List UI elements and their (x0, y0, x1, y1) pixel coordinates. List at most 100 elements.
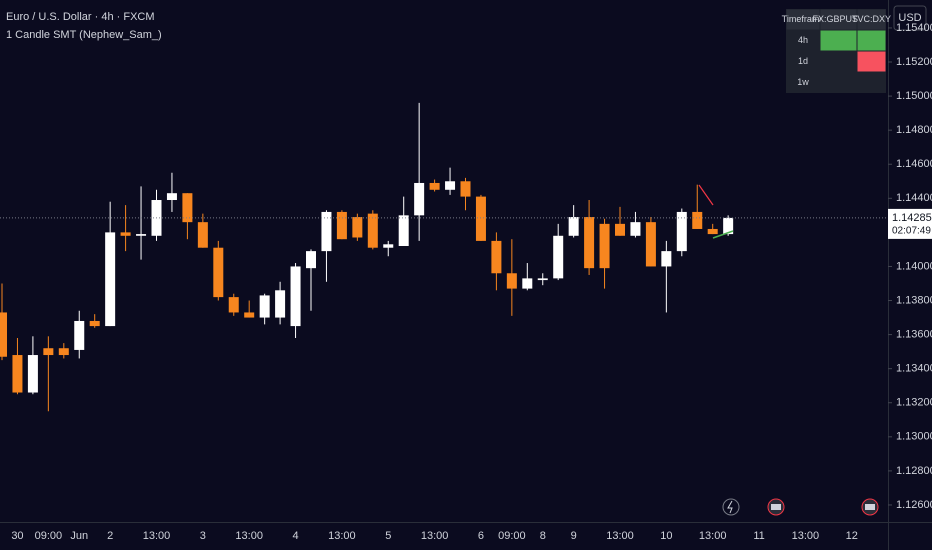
x-tick-label: Jun (70, 530, 88, 542)
candle-body (0, 312, 7, 357)
countdown-label: 02:07:49 (892, 226, 931, 237)
candle-body (182, 193, 193, 223)
event-icon-bolt (727, 500, 733, 514)
table-row-label: 1w (797, 77, 809, 87)
candle-body (707, 228, 718, 235)
candle-body (429, 182, 440, 190)
candle-body (336, 211, 347, 240)
table-header-cell (857, 9, 886, 30)
x-tick-label: 09:00 (35, 530, 63, 542)
candle-body (460, 181, 471, 197)
smt-line-bear (698, 184, 714, 206)
candle-body (306, 251, 316, 269)
candle-body (692, 211, 703, 229)
x-tick-label: 09:00 (498, 530, 526, 542)
table-header: Timeframe (782, 14, 825, 24)
currency-label[interactable]: USD (898, 12, 921, 24)
y-tick-label: 1.13600 (896, 329, 932, 341)
flag-icon-inner (771, 504, 781, 510)
candle-body (584, 217, 595, 269)
x-tick-label: 5 (385, 530, 391, 542)
y-tick-label: 1.14400 (896, 192, 932, 204)
last-price-badge (888, 208, 932, 239)
candle-body (43, 348, 54, 356)
candle-body (599, 223, 610, 269)
y-tick-label: 1.13000 (896, 431, 932, 443)
x-tick-label: 4 (292, 530, 298, 542)
y-tick-label: 1.14000 (896, 260, 932, 272)
candle-body (166, 193, 177, 201)
x-tick-label: 13:00 (792, 530, 820, 542)
candle-body (491, 240, 502, 274)
y-tick-label: 1.12600 (896, 499, 932, 511)
y-tick-label: 1.13200 (896, 397, 932, 409)
y-tick-label: 1.13800 (896, 294, 932, 306)
candle-body (475, 196, 486, 241)
event-icon[interactable] (722, 498, 740, 516)
x-tick-label: 9 (571, 530, 577, 542)
x-tick-label: 11 (753, 530, 764, 542)
candle-body (197, 222, 208, 248)
candle-body (105, 232, 116, 327)
x-tick-label: 13:00 (421, 530, 449, 542)
x-tick-label: 2 (107, 530, 113, 542)
candle-body (537, 278, 548, 281)
candle-body (136, 234, 147, 236)
table-status-cell (820, 30, 857, 51)
table-header: TVC:DXY (852, 14, 891, 24)
y-tick-label: 1.14600 (896, 158, 932, 170)
candle-body (506, 273, 517, 289)
table-header-cell (820, 9, 857, 30)
candle-body (568, 217, 579, 236)
candle-body (723, 217, 734, 235)
candle-body (275, 290, 286, 318)
candle-body (290, 266, 301, 327)
table-status-cell (857, 30, 886, 51)
candle-body (213, 247, 224, 298)
table-header-cell (786, 9, 820, 30)
candle-body (352, 217, 363, 238)
candle-body (259, 295, 270, 318)
indicator-name: 1 Candle SMT (Nephew_Sam_) (6, 29, 162, 41)
candle-body (244, 312, 255, 318)
x-tick-label: 13:00 (143, 530, 171, 542)
x-tick-label: 10 (660, 530, 672, 542)
table-status-cell (857, 51, 886, 72)
candle-body (383, 244, 394, 248)
y-tick-label: 1.15400 (896, 22, 932, 34)
y-tick-label: 1.14800 (896, 124, 932, 136)
candle-body (74, 320, 85, 350)
table-header: FX:GBPUSD (812, 14, 865, 24)
flag-icon-inner (865, 504, 875, 510)
candle-body (615, 223, 625, 236)
plot: 1.12600 1.12800 1.13000 1.13200 1.13400 1.136… (0, 22, 932, 542)
candle-body (445, 181, 456, 190)
candle-body (12, 355, 23, 393)
x-tick-label: 8 (540, 530, 546, 542)
candle-body (414, 182, 425, 216)
candle-body (553, 235, 564, 279)
candle-body (58, 348, 69, 356)
candle-body (645, 222, 656, 267)
smt-line-bull (712, 230, 734, 239)
y-tick-label: 1.15200 (896, 56, 932, 68)
y-tick-label: 1.15000 (896, 90, 932, 102)
x-tick-label: 13:00 (328, 530, 356, 542)
currency-button[interactable] (893, 5, 927, 31)
candle-body (676, 211, 687, 252)
x-tick-label: 13:00 (699, 530, 727, 542)
y-tick-label: 1.13400 (896, 363, 932, 375)
candle-body (630, 222, 641, 236)
candle-body (27, 355, 38, 393)
candle-body (661, 251, 672, 267)
x-tick-label: 30 (11, 530, 23, 542)
x-tick-label: 6 (478, 530, 484, 542)
last-price-label: 1.14285 (892, 212, 932, 224)
chart-title: Euro / U.S. Dollar · 4h · FXCM (6, 11, 155, 23)
candle-body (522, 278, 533, 289)
y-tick-label: 1.12800 (896, 465, 932, 477)
